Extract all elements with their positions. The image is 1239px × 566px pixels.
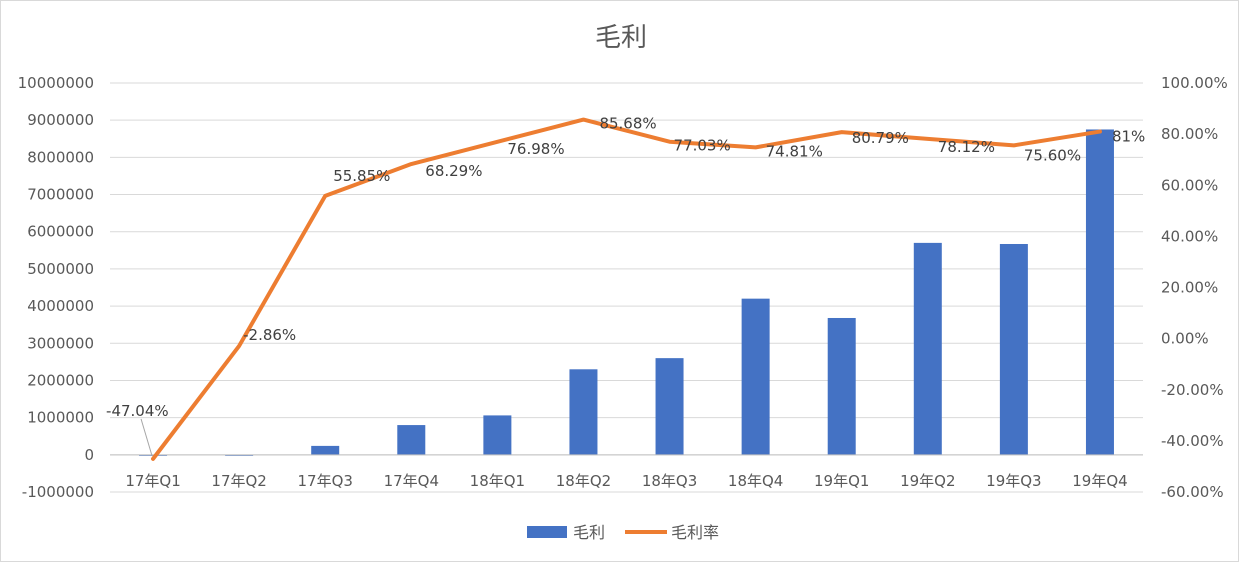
left-tick-label: 10000000: [18, 74, 94, 92]
x-tick-label: 17年Q2: [211, 472, 266, 490]
bar: [999, 243, 1028, 455]
line-data-label: 81%: [1112, 128, 1145, 146]
series-line: [151, 117, 1102, 461]
line-data-label: 78.12%: [938, 138, 995, 156]
right-tick-label: 60.00%: [1161, 176, 1218, 194]
left-tick-label: 4000000: [27, 297, 94, 315]
left-tick-label: 2000000: [27, 371, 94, 389]
legend-swatch-bar: [527, 526, 567, 538]
line-series: [151, 117, 1102, 461]
left-tick-label: 6000000: [27, 223, 94, 241]
left-tick-label: 1000000: [27, 409, 94, 427]
line-data-label: 85.68%: [599, 115, 656, 133]
legend: 毛利 毛利率: [527, 523, 719, 542]
x-tick-label: 19年Q1: [814, 472, 869, 490]
right-tick-label: 0.00%: [1161, 330, 1209, 348]
bar-series: [139, 129, 1114, 456]
left-tick-label: 0: [84, 446, 94, 464]
line-data-label: 68.29%: [425, 162, 482, 180]
x-tick-label: 17年Q4: [384, 472, 439, 490]
line-data-label: -47.04%: [106, 402, 169, 420]
left-tick-label: 7000000: [27, 186, 94, 204]
line-data-label: 55.85%: [333, 167, 390, 185]
x-tick-label: 18年Q2: [556, 472, 611, 490]
bar: [1085, 129, 1114, 455]
label-leader-line: [140, 418, 153, 457]
x-tick-label: 18年Q1: [470, 472, 525, 490]
left-tick-label: -1000000: [22, 483, 94, 501]
x-tick-label: 17年Q3: [297, 472, 352, 490]
bar: [913, 242, 942, 455]
bar: [397, 425, 426, 455]
x-tick-label: 19年Q4: [1072, 472, 1127, 490]
left-axis-ticks: -1000000 0 1000000 2000000 3000000 4000000 500…: [18, 74, 94, 501]
left-tick-label: 5000000: [27, 260, 94, 278]
bar: [741, 298, 770, 455]
right-tick-label: 80.00%: [1161, 125, 1218, 143]
x-tick-label: 18年Q3: [642, 472, 697, 490]
bar: [569, 369, 598, 455]
right-tick-label: -20.00%: [1161, 381, 1224, 399]
x-axis: 17年Q1 17年Q2 17年Q3 17年Q4 18年Q1 18年Q2 18年Q3 18年Q4…: [110, 454, 1143, 490]
right-tick-label: -40.00%: [1161, 432, 1224, 450]
bar: [827, 317, 856, 455]
chart-title: 毛利: [595, 23, 647, 53]
x-tick-label: 19年Q3: [986, 472, 1041, 490]
right-tick-label: 40.00%: [1161, 227, 1218, 245]
line-data-label: 74.81%: [766, 142, 823, 160]
bar: [483, 415, 512, 455]
left-tick-label: 8000000: [27, 148, 94, 166]
data-labels: -47.04% -2.86% 55.85% 68.29% 76.98% 85.68% 77.…: [106, 115, 1145, 457]
x-tick-label: 18年Q4: [728, 472, 783, 490]
bar: [655, 358, 684, 455]
left-tick-label: 9000000: [27, 111, 94, 129]
line-data-label: 77.03%: [674, 137, 731, 155]
right-tick-label: -60.00%: [1161, 483, 1224, 501]
right-axis-ticks: -60.00% -40.00% -20.00% 0.00% 20.00% 40.00% 60…: [1161, 74, 1228, 501]
x-tick-label: 17年Q1: [125, 472, 180, 490]
left-tick-label: 3000000: [27, 334, 94, 352]
line-data-label: -2.86%: [243, 326, 296, 344]
line-data-label: 76.98%: [507, 140, 564, 158]
legend-label-bar: 毛利: [573, 523, 605, 542]
bar: [311, 445, 340, 455]
right-tick-label: 20.00%: [1161, 279, 1218, 297]
line-data-label: 80.79%: [852, 129, 909, 147]
right-tick-label: 100.00%: [1161, 74, 1228, 92]
legend-label-line: 毛利率: [671, 523, 719, 542]
line-data-label: 75.60%: [1024, 146, 1081, 164]
x-tick-label: 19年Q2: [900, 472, 955, 490]
